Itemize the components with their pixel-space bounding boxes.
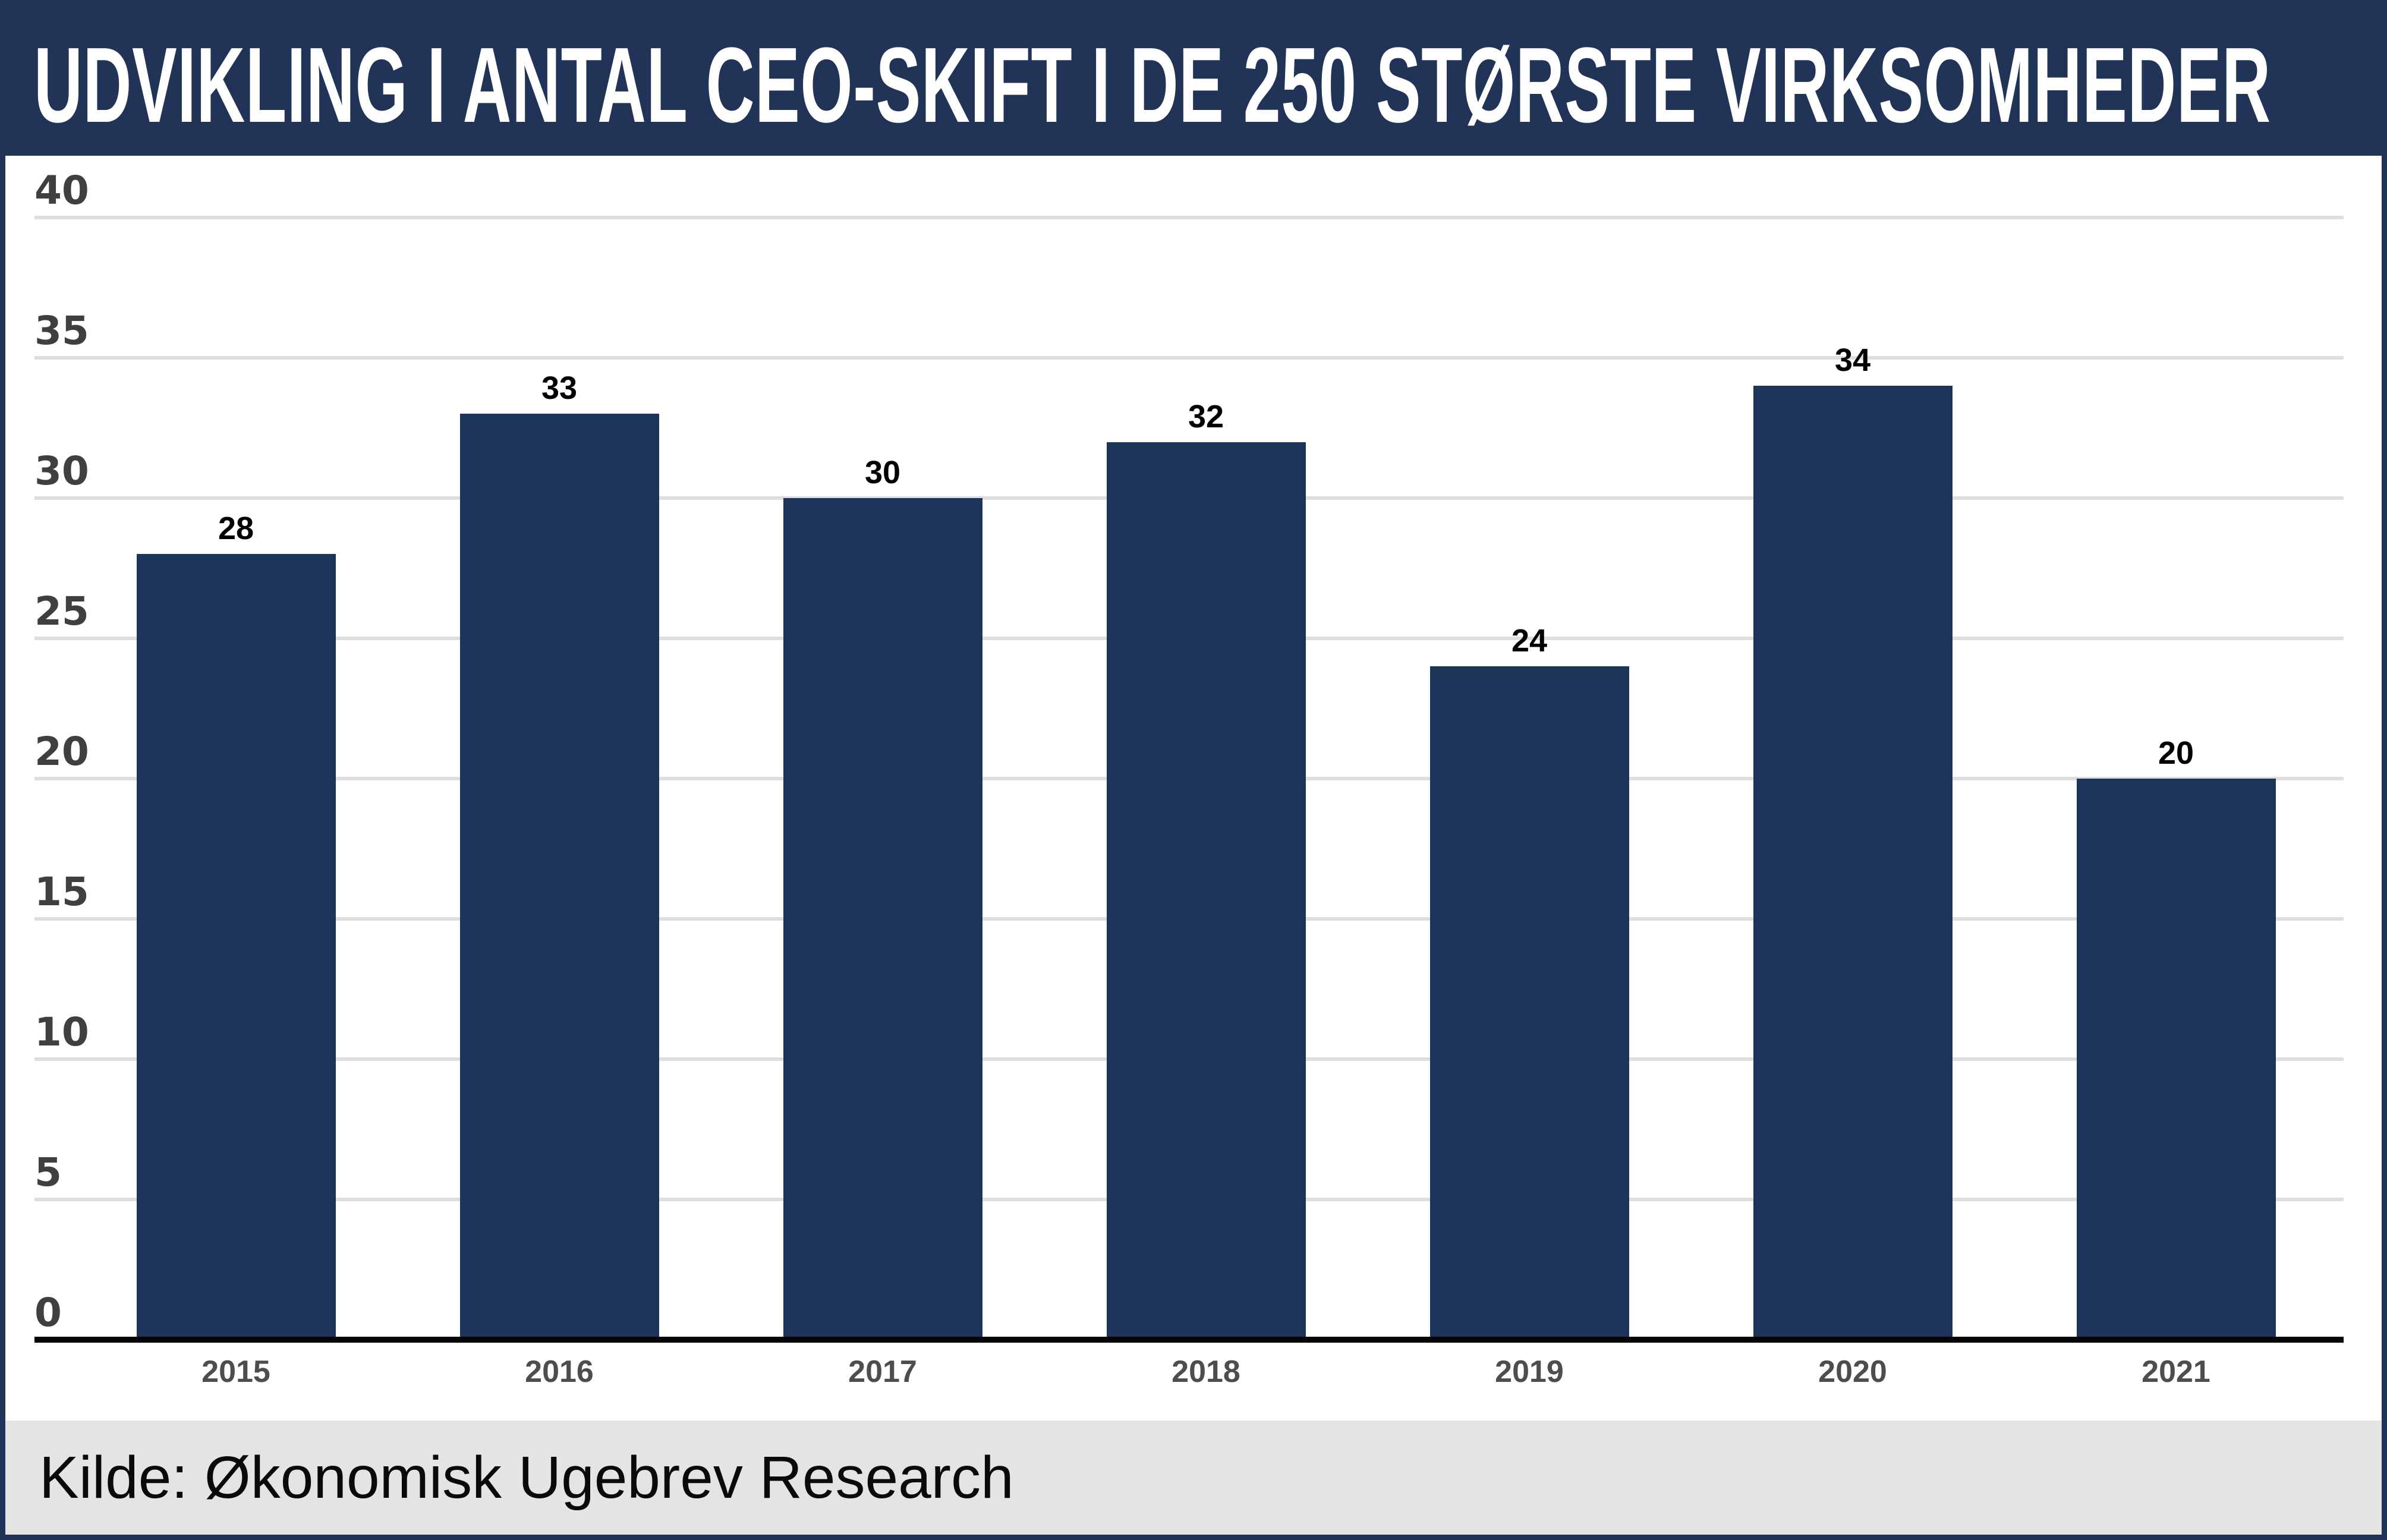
y-axis-label-10: 10	[34, 1009, 89, 1055]
bar-2017	[783, 498, 982, 1340]
y-axis-label-25: 25	[34, 588, 89, 634]
value-label-2019: 24	[1511, 623, 1548, 659]
value-label-2020: 34	[1834, 342, 1871, 379]
value-label-2015: 28	[218, 511, 254, 547]
value-label-2021: 20	[2158, 735, 2194, 771]
x-axis-label-2020: 2020	[1818, 1355, 1887, 1389]
source-footer: Kilde: Økonomisk Ugebrev Research	[5, 1421, 2382, 1535]
y-axis-label-5: 5	[34, 1150, 62, 1195]
bar-2018	[1106, 442, 1306, 1340]
gridline-40	[34, 216, 2344, 219]
gridline-35	[34, 356, 2344, 360]
y-axis-label-40: 40	[34, 168, 89, 213]
x-axis-label-2021: 2021	[2142, 1355, 2210, 1389]
value-label-2018: 32	[1188, 398, 1224, 434]
x-axis-label-2018: 2018	[1172, 1355, 1240, 1389]
x-axis-label-2015: 2015	[201, 1355, 270, 1389]
bar-2021	[2076, 779, 2276, 1340]
y-axis-label-20: 20	[34, 729, 89, 774]
bar-2019	[1429, 666, 1629, 1340]
bar-2015	[136, 554, 336, 1340]
bar-2016	[459, 414, 659, 1340]
value-label-2016: 33	[541, 370, 578, 407]
chart-title: UDVIKLING I ANTAL CEO-SKIFT I DE 250 STØ…	[34, 26, 2271, 145]
y-axis-label-35: 35	[34, 308, 89, 354]
source-text: Kilde: Økonomisk Ugebrev Research	[39, 1444, 1014, 1511]
y-axis-label-30: 30	[34, 448, 89, 494]
x-axis-label-2016: 2016	[525, 1355, 594, 1389]
y-axis-label-0: 0	[34, 1290, 62, 1336]
x-axis-line	[34, 1337, 2344, 1343]
x-axis-label-2019: 2019	[1495, 1355, 1564, 1389]
bar-2020	[1753, 386, 1953, 1340]
header-bar: UDVIKLING I ANTAL CEO-SKIFT I DE 250 STØ…	[0, 0, 2387, 156]
y-axis-label-15: 15	[34, 869, 89, 915]
value-label-2017: 30	[864, 455, 901, 490]
x-axis-label-2017: 2017	[848, 1355, 917, 1389]
